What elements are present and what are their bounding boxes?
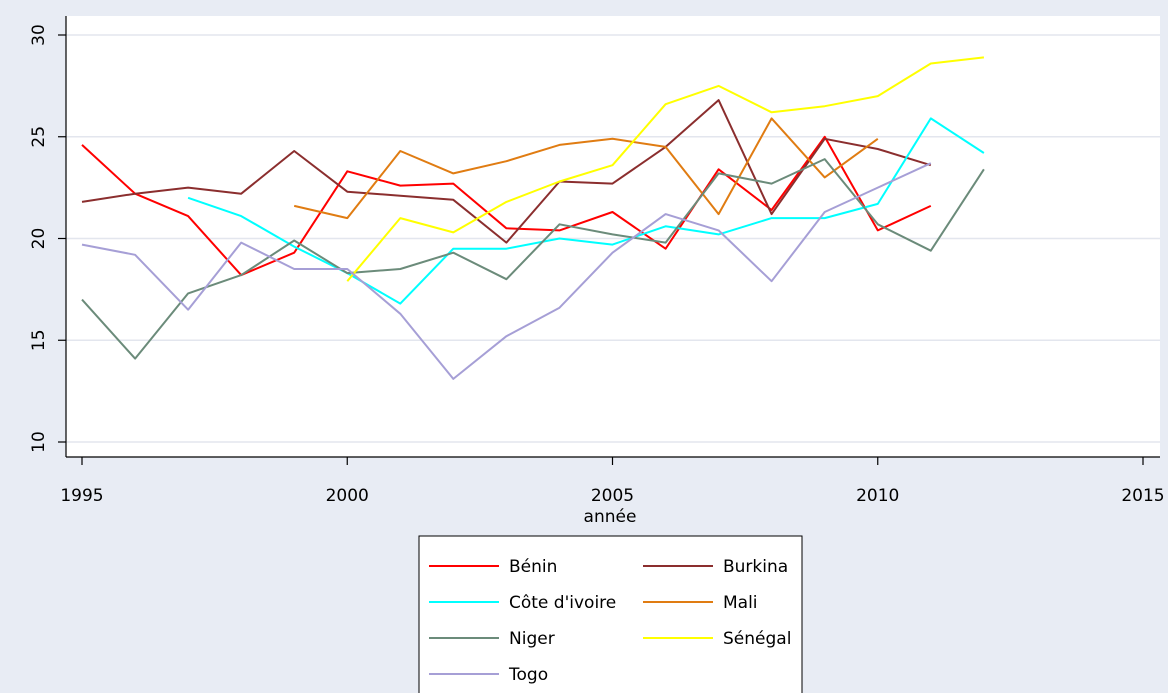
- y-tick-label: 20: [29, 228, 49, 250]
- x-tick-label: 2010: [856, 486, 899, 506]
- legend-box: [418, 535, 803, 693]
- x-tick-label: 1995: [60, 486, 103, 506]
- series-line-niger: [81, 158, 985, 360]
- legend-label: Bénin: [509, 557, 557, 577]
- legend-label: Sénégal: [723, 629, 791, 649]
- series-line-s-n-gal: [346, 56, 985, 282]
- grid: [66, 34, 1160, 443]
- legend-items: Bénin Burkina Côte d'ivoire Mali Niger Sénéga…: [429, 557, 791, 685]
- legend-label: Niger: [509, 629, 555, 649]
- y-tick-label: 30: [29, 24, 49, 46]
- series-line-c-te-d-ivoire: [187, 117, 985, 305]
- y-tick-label: 15: [29, 329, 49, 351]
- series-line-burkina: [81, 99, 932, 244]
- x-tick-label: 2005: [591, 486, 634, 506]
- x-axis-title: année: [584, 507, 637, 527]
- series-line-b-nin: [81, 135, 932, 277]
- plot-area: [66, 16, 1160, 457]
- legend-label: Mali: [723, 593, 758, 613]
- y-ticks: 10 15 20 25 30: [29, 24, 66, 453]
- legend-label: Burkina: [723, 557, 788, 577]
- legend: Bénin Burkina Côte d'ivoire Mali Niger Sénéga…: [418, 535, 803, 693]
- x-ticks: 1995 2000 2005 2010 2015: [60, 457, 1165, 506]
- x-tick-label: 2000: [326, 486, 369, 506]
- y-tick-label: 25: [29, 126, 49, 148]
- series-lines: [81, 56, 985, 380]
- series-line-togo: [81, 162, 932, 380]
- legend-label: Côte d'ivoire: [509, 593, 616, 613]
- legend-label: Togo: [508, 665, 548, 685]
- y-tick-label: 10: [29, 431, 49, 453]
- x-tick-label: 2015: [1121, 486, 1164, 506]
- series-line-mali: [293, 117, 879, 220]
